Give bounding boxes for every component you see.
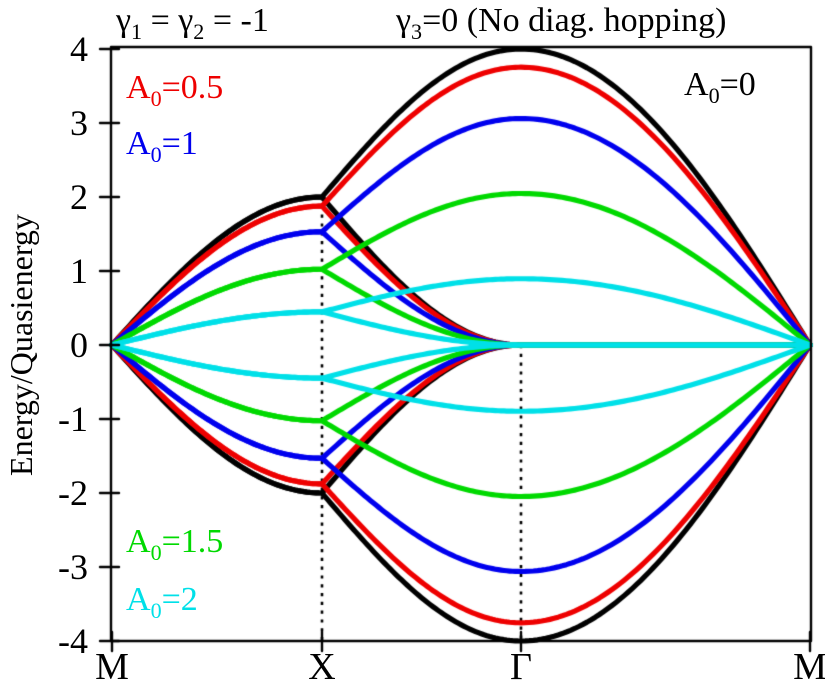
legend-A0-0p5: A0=0.5 [126,69,224,111]
y-tick-label-m1: -1 [58,399,88,439]
plot-title-left: γ1 = γ2 = -1 [116,2,269,44]
y-tick-label-m2: -2 [58,473,88,513]
legend-A0-1: A0=1 [126,125,198,167]
plot-title-right: γ3=0 (No diag. hopping) [396,2,727,44]
x-tick-label-M-right: M [793,646,825,688]
legend-A0-1p5: A0=1.5 [126,523,224,565]
y-tick-label-0: 0 [70,325,88,365]
gamma1-symbol: γ [116,2,132,39]
legend-A0-2: A0=2 [126,581,198,623]
x-tick-label-Gamma: Γ [510,646,532,688]
y-tick-label-1: 1 [70,251,88,291]
x-tick-label-M-left: M [95,646,129,688]
x-tick-label-X: X [308,646,336,688]
y-tick-label-4: 4 [70,29,88,69]
legend-A0-0: A0=0 [684,66,756,108]
y-tick-label-m4: -4 [58,621,88,661]
gamma3-symbol: γ [396,2,412,39]
gamma2-symbol: γ [178,2,194,39]
y-tick-label-m3: -3 [58,547,88,587]
y-tick-label-3: 3 [70,103,88,143]
y-tick-label-2: 2 [70,177,88,217]
